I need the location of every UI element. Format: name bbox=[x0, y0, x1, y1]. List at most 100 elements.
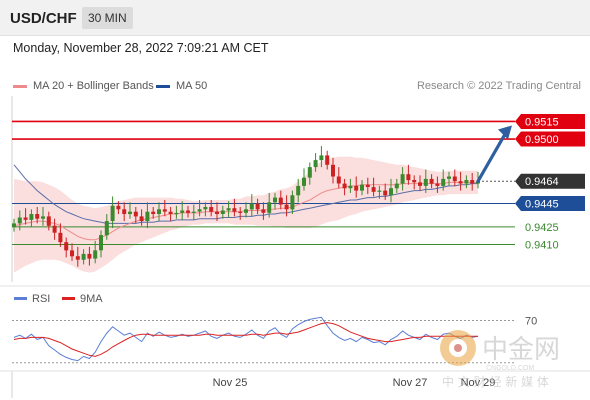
candle-body bbox=[87, 253, 92, 259]
candle-body bbox=[406, 174, 411, 181]
candle-body bbox=[139, 216, 144, 222]
candle-body bbox=[162, 209, 167, 212]
level-tag-0.9500: 0.9500 bbox=[525, 134, 559, 146]
candle-body bbox=[203, 207, 208, 210]
chart-header: USD/CHF 30 MIN bbox=[0, 0, 590, 36]
candle-body bbox=[267, 202, 272, 213]
legend-label-ma50: MA 50 bbox=[176, 80, 208, 92]
timestamp: Monday, November 28, 2022 7:09:21 AM CET bbox=[13, 41, 269, 55]
candle-body bbox=[412, 180, 417, 183]
candle-body bbox=[377, 190, 382, 192]
rsi-legend-swatch-RSI bbox=[14, 297, 27, 300]
candle-body bbox=[255, 203, 260, 210]
candle-body bbox=[209, 207, 214, 212]
candle-body bbox=[220, 210, 225, 214]
candle-body bbox=[93, 250, 98, 259]
candle-body bbox=[342, 183, 347, 189]
candle-body bbox=[423, 178, 428, 186]
candle-body bbox=[302, 177, 306, 186]
candle-body bbox=[122, 209, 127, 214]
level-tag-bg-0.9445 bbox=[515, 195, 585, 211]
candle-body bbox=[35, 214, 40, 219]
rsi-series-RSI bbox=[13, 316, 479, 362]
candle-body bbox=[447, 176, 451, 179]
candle-body bbox=[290, 195, 295, 210]
candle-body bbox=[110, 205, 115, 221]
rsi-series-9MA bbox=[13, 322, 478, 357]
candle-body bbox=[284, 204, 289, 210]
candle-body bbox=[17, 217, 22, 224]
candle-body bbox=[180, 210, 185, 213]
candle-body bbox=[168, 211, 173, 214]
candle-body bbox=[470, 180, 475, 184]
candle-body bbox=[389, 188, 393, 196]
candle-body bbox=[435, 183, 440, 186]
legend-ma50: MA 50 bbox=[156, 80, 207, 92]
candle-body bbox=[29, 214, 34, 220]
candle-body bbox=[12, 223, 16, 227]
candle-body bbox=[58, 232, 63, 243]
level-tag-0.9464: 0.9464 bbox=[525, 176, 559, 188]
candle-body bbox=[371, 187, 376, 192]
candle-body bbox=[452, 176, 457, 182]
timeframe-badge[interactable]: 30 MIN bbox=[82, 7, 133, 29]
candle-body bbox=[174, 212, 179, 215]
candle-body bbox=[116, 205, 121, 210]
x-axis-label-0: Nov 25 bbox=[213, 377, 248, 389]
candle-body bbox=[226, 208, 231, 211]
candle-body bbox=[64, 242, 69, 251]
watermark-logo: 中金网 CNGOLD.COM 中 文 财 经 新 媒 体 bbox=[440, 330, 560, 389]
rsi-legend-label-RSI: RSI bbox=[32, 293, 50, 305]
x-axis-label-2: Nov 29 bbox=[461, 377, 496, 389]
candle-body bbox=[133, 211, 138, 217]
candle-body bbox=[383, 190, 388, 196]
svg-text:CNGOLD.COM: CNGOLD.COM bbox=[486, 365, 534, 372]
level-label-0.9425: 0.9425 bbox=[525, 222, 559, 234]
candle-body bbox=[307, 167, 312, 178]
candle-body bbox=[99, 235, 103, 251]
candle-body bbox=[128, 211, 132, 214]
symbol-label: USD/CHF bbox=[10, 10, 77, 27]
rsi-level-label-70: 70 bbox=[525, 315, 537, 327]
level-tag-0.9445: 0.9445 bbox=[525, 198, 559, 210]
svg-text:中 文 财 经 新 媒 体: 中 文 财 经 新 媒 体 bbox=[442, 374, 549, 389]
rsi-legend-swatch-9MA bbox=[62, 297, 75, 300]
candle-body bbox=[278, 197, 283, 205]
candle-body bbox=[273, 197, 277, 203]
candle-body bbox=[348, 185, 353, 189]
candle-body bbox=[296, 185, 301, 196]
candle-body bbox=[354, 185, 359, 191]
level-tag-bg-0.9500 bbox=[515, 131, 585, 147]
projection-arrow-shaft bbox=[476, 130, 508, 183]
candle-body bbox=[151, 211, 156, 214]
candle-body bbox=[70, 250, 74, 257]
x-axis-label-1: Nov 27 bbox=[393, 377, 428, 389]
svg-text:中金网: 中金网 bbox=[482, 335, 560, 365]
candle-body bbox=[400, 174, 405, 184]
candle-body bbox=[394, 183, 399, 189]
candle-body bbox=[429, 178, 434, 184]
projection-arrow-head bbox=[498, 125, 512, 140]
candles bbox=[12, 146, 480, 267]
level-tags: 0.9515 0.9500 0.9464 0.9445 0.9425 0.9410 bbox=[515, 113, 585, 251]
rsi-legend-label-9MA: 9MA bbox=[80, 293, 103, 305]
candle-body bbox=[418, 182, 422, 186]
level-tag-0.9515: 0.9515 bbox=[525, 116, 559, 128]
legend-swatch-ma50 bbox=[156, 84, 170, 88]
candle-body bbox=[261, 209, 266, 213]
legend-label-ma20: MA 20 + Bollinger Bands bbox=[33, 80, 154, 92]
candle-body bbox=[41, 216, 45, 219]
candle-body bbox=[215, 211, 219, 214]
candle-body bbox=[157, 209, 161, 214]
candle-body bbox=[23, 217, 28, 220]
candle-body bbox=[325, 155, 330, 165]
candle-body bbox=[232, 208, 237, 212]
candle-body bbox=[464, 180, 469, 184]
candle-body bbox=[331, 164, 335, 177]
candle-body bbox=[52, 225, 57, 233]
candle-body bbox=[365, 184, 370, 187]
candle-body bbox=[75, 256, 80, 260]
candle-body bbox=[249, 203, 254, 210]
legend-ma20-bollinger: MA 20 + Bollinger Bands bbox=[13, 80, 154, 92]
